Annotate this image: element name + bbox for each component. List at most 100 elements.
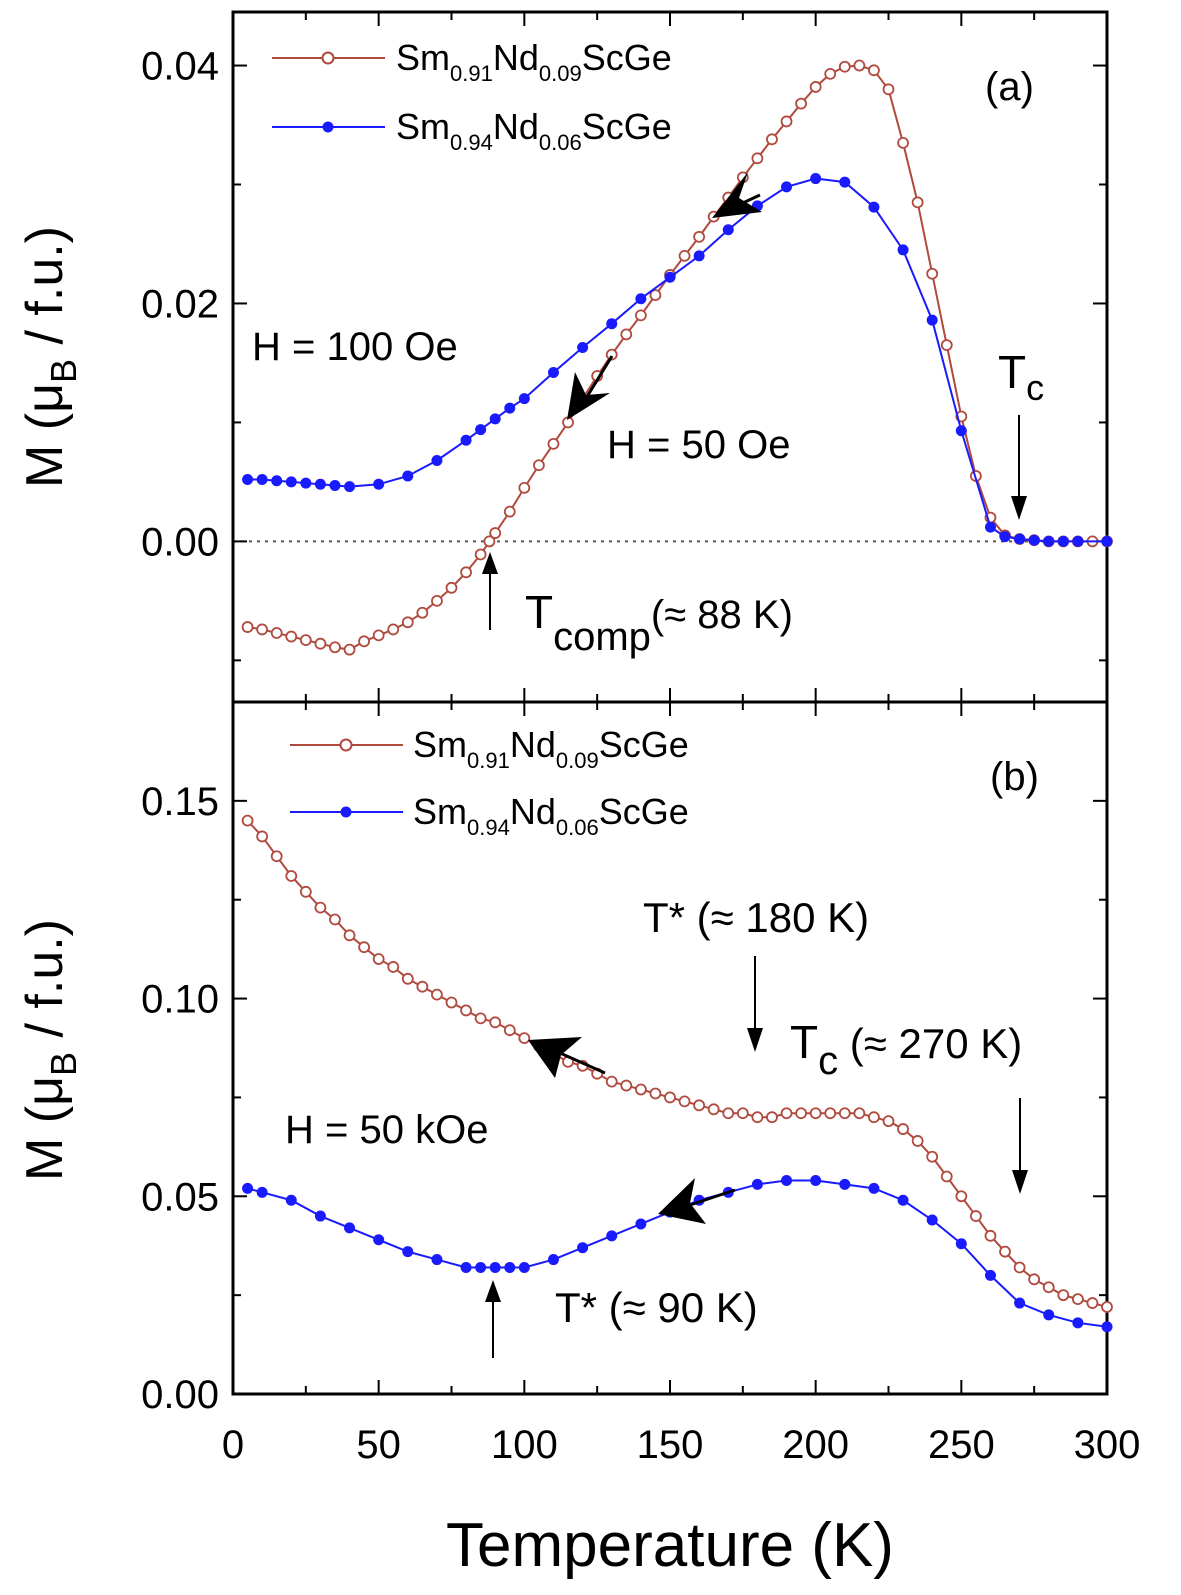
data-point — [256, 474, 268, 486]
data-point — [649, 289, 662, 302]
data-point — [475, 424, 487, 436]
data-point — [241, 814, 254, 827]
data-point — [911, 1135, 924, 1147]
data-point — [401, 616, 414, 629]
field-50-oe-label: H = 50 Oe — [607, 423, 790, 467]
data-point — [810, 1174, 822, 1186]
data-point — [285, 476, 297, 488]
data-point — [329, 479, 341, 491]
y-tick-label: 0.04 — [141, 45, 219, 89]
data-point — [343, 643, 356, 656]
data-point — [940, 339, 953, 352]
legend-entry-sm091: Sm0.91Nd0.09ScGe — [290, 724, 689, 773]
data-point — [1072, 535, 1084, 547]
x-tick-label: 100 — [491, 1423, 558, 1467]
data-point — [810, 173, 822, 185]
cooling-direction-arrow-blue — [712, 172, 762, 218]
panel-a: 0.00 0.02 0.04 M (μB / f.u.) Sm0.91Nd0.09S… — [16, 10, 1113, 704]
data-point — [518, 481, 531, 494]
data-point — [678, 1095, 691, 1108]
data-point — [387, 623, 400, 636]
panel-a-y-tick-labels: 0.00 0.02 0.04 — [141, 45, 219, 565]
data-point — [1042, 1281, 1055, 1294]
data-point — [897, 1194, 909, 1206]
panel-b-ticks — [232, 701, 1108, 1395]
data-point — [344, 481, 356, 493]
tc-270-label: Tc (≈ 270 K) — [790, 1016, 1022, 1083]
panel-a-label: (a) — [985, 65, 1034, 109]
data-point — [1072, 1317, 1084, 1329]
data-point — [984, 1229, 997, 1242]
data-point — [970, 1210, 982, 1222]
data-point — [285, 1194, 297, 1206]
field-100-oe-label: H = 100 Oe — [252, 325, 458, 369]
data-point — [577, 1242, 589, 1254]
data-point — [882, 1115, 895, 1128]
data-point — [1057, 535, 1069, 547]
x-tick-label: 200 — [782, 1423, 849, 1467]
data-point — [897, 1123, 909, 1135]
data-point — [795, 1107, 807, 1120]
data-point — [503, 1024, 516, 1037]
data-point — [678, 249, 691, 262]
data-point — [401, 972, 414, 985]
data-point — [460, 566, 472, 579]
data-point — [605, 1075, 618, 1088]
data-point — [838, 1107, 851, 1120]
data-point — [1101, 1301, 1113, 1313]
data-point — [489, 1261, 501, 1273]
data-point — [402, 470, 414, 482]
data-point — [431, 455, 443, 466]
data-point — [329, 913, 341, 926]
data-point — [474, 548, 487, 561]
x-tick-label: 250 — [928, 1423, 995, 1467]
data-point — [431, 988, 443, 1001]
tc-270-arrow — [1012, 1098, 1028, 1194]
data-point — [483, 535, 496, 548]
x-tick-label: 50 — [356, 1423, 401, 1467]
data-point — [868, 201, 880, 213]
data-point — [664, 271, 676, 283]
data-point — [736, 1107, 749, 1120]
data-point — [489, 527, 502, 539]
data-point — [620, 1079, 633, 1092]
panel-b-series — [241, 814, 1113, 1333]
data-point — [897, 244, 909, 256]
data-point — [474, 1012, 487, 1025]
data-point — [838, 60, 851, 73]
data-point — [518, 1032, 531, 1045]
data-point — [431, 594, 443, 607]
data-point — [1101, 1321, 1113, 1333]
data-point — [1028, 534, 1040, 546]
data-point — [314, 1210, 326, 1222]
data-point — [635, 293, 647, 305]
data-point — [722, 224, 734, 236]
data-point — [402, 1246, 414, 1258]
y-tick-label: 0.15 — [141, 780, 219, 824]
data-point — [766, 1111, 778, 1124]
data-point — [897, 136, 909, 149]
data-point — [1086, 1297, 1099, 1309]
data-point — [314, 478, 326, 490]
tstar-90-arrow — [485, 1280, 501, 1358]
panel-a-ticks — [232, 12, 1108, 702]
legend-label-sm094: Sm0.94Nd0.06ScGe — [396, 106, 672, 155]
field-50-koe-label: H = 50 kOe — [285, 1108, 488, 1152]
data-point — [824, 67, 837, 80]
data-point — [504, 1261, 516, 1273]
x-axis-label: Temperature (K) — [446, 1511, 894, 1580]
panel-b-y-tick-labels: 0.00 0.05 0.10 0.15 — [141, 780, 219, 1417]
x-tick-label: 0 — [222, 1423, 244, 1467]
tc-arrow — [1011, 415, 1027, 520]
data-point — [372, 629, 385, 642]
data-point — [518, 393, 530, 405]
data-point — [722, 1107, 735, 1120]
data-point — [387, 961, 400, 973]
data-point — [270, 627, 283, 639]
x-tick-label: 150 — [637, 1423, 704, 1467]
data-point — [605, 348, 618, 361]
data-point — [984, 1269, 996, 1281]
data-point — [358, 941, 371, 954]
data-point — [868, 1111, 880, 1124]
data-point — [781, 1174, 793, 1186]
